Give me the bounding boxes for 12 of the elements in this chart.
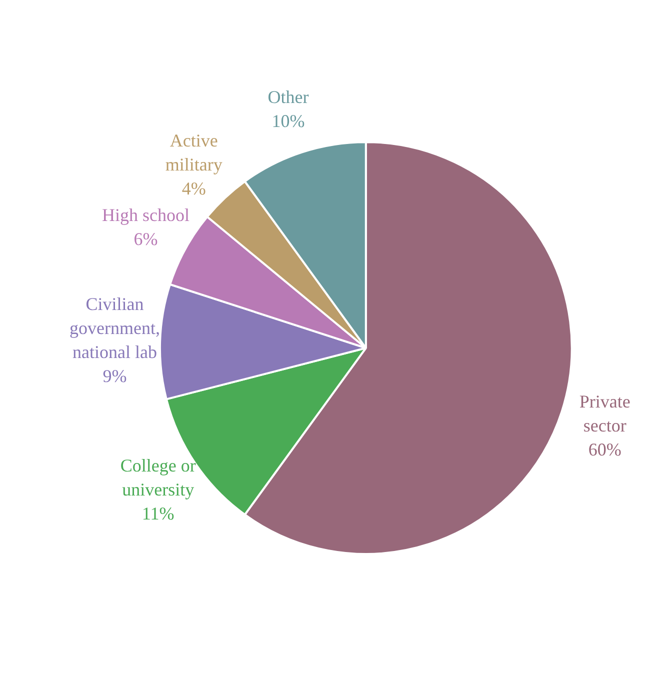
slice-label: College or university	[120, 455, 196, 500]
data-label: 4%	[182, 178, 206, 199]
data-label: 10%	[272, 110, 305, 131]
slice-label: Private sector	[579, 392, 630, 436]
slice-label: Civilian government, national lab	[70, 294, 160, 362]
data-label: 9%	[102, 366, 127, 386]
slice-label: Other	[268, 86, 309, 107]
data-label: 60%	[588, 440, 622, 460]
slice-label: Active military	[165, 130, 222, 175]
slice-label: High school	[102, 204, 190, 225]
data-label: 11%	[142, 503, 174, 524]
data-label: 6%	[134, 228, 158, 249]
